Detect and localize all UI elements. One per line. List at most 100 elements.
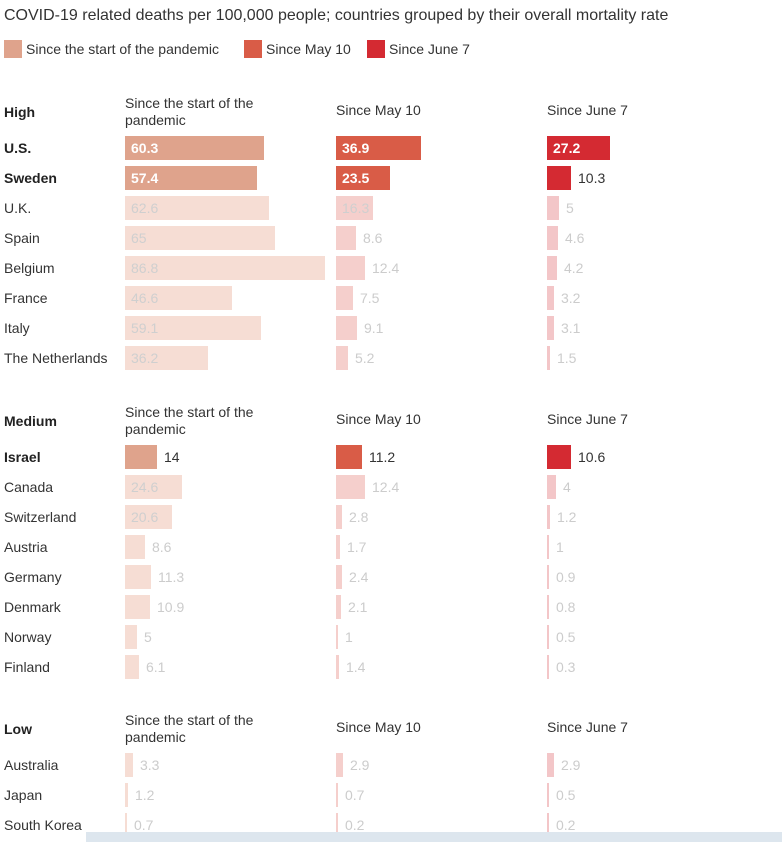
data-label: 6.1 bbox=[146, 659, 166, 675]
legend-swatch bbox=[367, 40, 385, 58]
table-row: Sweden 57.4 23.5 10.3 bbox=[0, 166, 782, 190]
table-row: Italy 59.1 9.1 3.1 bbox=[0, 316, 782, 340]
bar bbox=[336, 475, 365, 499]
data-label: 0.3 bbox=[556, 659, 576, 675]
bar bbox=[336, 783, 338, 807]
bar bbox=[547, 166, 571, 190]
country-label: Denmark bbox=[4, 599, 61, 615]
country-label: Australia bbox=[4, 757, 59, 773]
table-row: Israel 14 11.2 10.6 bbox=[0, 445, 782, 469]
data-label: 59.1 bbox=[131, 320, 159, 336]
data-label: 0.7 bbox=[345, 787, 365, 803]
chart-title: COVID-19 related deaths per 100,000 peop… bbox=[4, 7, 669, 24]
bar bbox=[125, 316, 261, 340]
bar bbox=[125, 753, 133, 777]
bar bbox=[336, 505, 342, 529]
bar bbox=[336, 595, 341, 619]
table-row: Austria 8.6 1.7 1 bbox=[0, 535, 782, 559]
data-label: 2.4 bbox=[349, 569, 369, 585]
data-label: 9.1 bbox=[364, 320, 384, 336]
table-row: U.K. 62.6 16.3 5 bbox=[0, 196, 782, 220]
bar bbox=[125, 505, 172, 529]
data-label: 36.9 bbox=[342, 140, 370, 156]
data-label: 10.6 bbox=[578, 449, 606, 465]
bar bbox=[125, 286, 232, 310]
data-label: 4.6 bbox=[565, 230, 585, 246]
bar bbox=[547, 475, 556, 499]
bar bbox=[336, 813, 338, 837]
country-label: France bbox=[4, 290, 48, 306]
data-label: 12.4 bbox=[372, 479, 400, 495]
bar bbox=[125, 595, 150, 619]
bar bbox=[125, 226, 275, 250]
data-label: 3.1 bbox=[561, 320, 581, 336]
data-label: 0.5 bbox=[556, 629, 576, 645]
data-label: 3.2 bbox=[561, 290, 581, 306]
data-label: 1.7 bbox=[347, 539, 367, 555]
data-label: 16.3 bbox=[342, 200, 370, 216]
data-label: 20.6 bbox=[131, 509, 159, 525]
country-label: Italy bbox=[4, 320, 30, 336]
table-row: Belgium 86.8 12.4 4.2 bbox=[0, 256, 782, 280]
country-label: Germany bbox=[4, 569, 62, 585]
bar bbox=[547, 813, 549, 837]
data-label: 0.5 bbox=[556, 787, 576, 803]
country-label: Switzerland bbox=[4, 509, 77, 525]
legend-label: Since May 10 bbox=[266, 41, 351, 57]
data-label: 11.2 bbox=[369, 449, 396, 465]
data-label: 1.2 bbox=[135, 787, 155, 803]
data-label: 0.7 bbox=[134, 817, 154, 833]
bar bbox=[547, 445, 571, 469]
legend-item-0: Since the start of the pandemic bbox=[4, 40, 219, 58]
bar bbox=[547, 783, 549, 807]
bar bbox=[547, 535, 549, 559]
table-row: France 46.6 7.5 3.2 bbox=[0, 286, 782, 310]
bar bbox=[336, 565, 342, 589]
data-label: 5 bbox=[566, 200, 574, 216]
data-label: 10.9 bbox=[157, 599, 185, 615]
table-row: Germany 11.3 2.4 0.9 bbox=[0, 565, 782, 589]
column-header: Since June 7 bbox=[547, 102, 628, 118]
bar bbox=[547, 316, 554, 340]
legend-swatch bbox=[4, 40, 22, 58]
bar bbox=[336, 166, 390, 190]
bar bbox=[336, 346, 348, 370]
data-label: 2.8 bbox=[349, 509, 369, 525]
bar bbox=[547, 196, 559, 220]
country-label: Finland bbox=[4, 659, 50, 675]
group-label: High bbox=[4, 104, 36, 120]
bar bbox=[336, 535, 340, 559]
table-row: The Netherlands 36.2 5.2 1.5 bbox=[0, 346, 782, 370]
bar bbox=[125, 196, 269, 220]
bar bbox=[336, 256, 365, 280]
data-label: 60.3 bbox=[131, 140, 159, 156]
bar bbox=[336, 445, 362, 469]
legend-label: Since the start of the pandemic bbox=[26, 41, 219, 57]
data-label: 3.3 bbox=[140, 757, 160, 773]
data-label: 14 bbox=[164, 449, 180, 465]
horizontal-scrollbar[interactable] bbox=[86, 832, 782, 842]
data-label: 5 bbox=[144, 629, 152, 645]
data-label: 4.2 bbox=[564, 260, 584, 276]
bar bbox=[336, 196, 373, 220]
country-label: U.K. bbox=[4, 200, 32, 216]
legend-swatch bbox=[244, 40, 262, 58]
data-label: 10.3 bbox=[578, 170, 606, 186]
country-label: The Netherlands bbox=[4, 350, 108, 366]
data-label: 2.1 bbox=[348, 599, 368, 615]
country-label: Belgium bbox=[4, 260, 55, 276]
column-header: Since June 7 bbox=[547, 411, 628, 427]
data-label: 12.4 bbox=[372, 260, 400, 276]
table-row: Finland 6.1 1.4 0.3 bbox=[0, 655, 782, 679]
group-label: Low bbox=[4, 721, 32, 737]
bar bbox=[547, 256, 557, 280]
bar bbox=[336, 655, 339, 679]
data-label: 24.6 bbox=[131, 479, 159, 495]
table-row: Norway 5 1 0.5 bbox=[0, 625, 782, 649]
data-label: 5.2 bbox=[355, 350, 375, 366]
data-label: 4 bbox=[563, 479, 571, 495]
table-row: U.S. 60.3 36.9 27.2 bbox=[0, 136, 782, 160]
bar bbox=[547, 346, 550, 370]
legend-item-2: Since June 7 bbox=[367, 40, 470, 58]
bar bbox=[125, 346, 208, 370]
